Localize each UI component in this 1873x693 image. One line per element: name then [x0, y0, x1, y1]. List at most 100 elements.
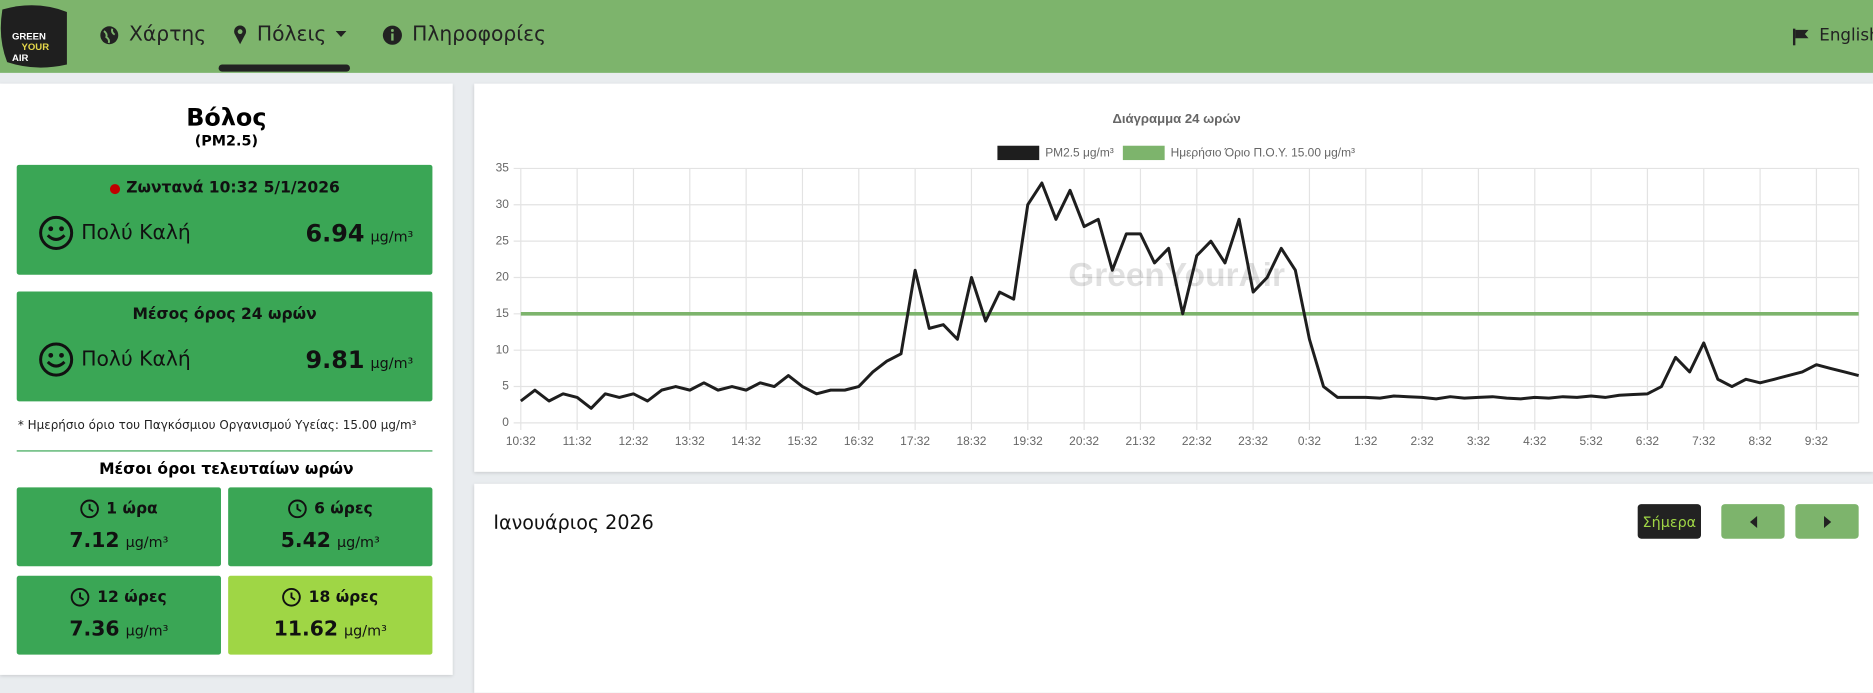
- unit: μg/m³: [125, 533, 169, 551]
- x-tick-label: 22:32: [1182, 434, 1212, 448]
- y-tick-label: 25: [496, 233, 510, 247]
- average-value: 5.42: [280, 529, 331, 554]
- y-tick-label: 10: [496, 342, 510, 356]
- x-tick-label: 19:32: [1013, 434, 1043, 448]
- info-icon: [382, 25, 402, 45]
- pm25-line: [519, 181, 1860, 410]
- average-value-row: 11.62 μg/m³: [228, 618, 432, 642]
- x-tick-label: 2:32: [1410, 434, 1434, 448]
- unit: μg/m³: [370, 228, 414, 245]
- x-tick-label: 12:32: [619, 434, 649, 448]
- average-label-row: 12 ώρες: [17, 587, 221, 607]
- x-tick-label: 16:32: [844, 434, 874, 448]
- chart: Διάγραμμα 24 ωρών PM2.5 μg/m³ Ημερήσιο Όρ…: [496, 111, 1860, 448]
- status: Πολύ Καλή: [81, 220, 191, 245]
- city-name: Βόλος: [186, 102, 267, 132]
- x-tick-label: 5:32: [1579, 434, 1603, 448]
- live-box: ● Ζωντανά 10:32 5/1/2026 Πολύ Καλή 6.94 …: [16, 164, 433, 275]
- average-label-row: 6 ώρες: [228, 499, 432, 519]
- x-tick-label: 0:32: [1298, 434, 1322, 448]
- x-tick-label: 10:32: [506, 434, 536, 448]
- y-tick-label: 5: [502, 379, 509, 393]
- x-tick-label: 4:32: [1523, 434, 1547, 448]
- legend-label: Ημερήσιο Όριο Π.Ο.Υ. 15.00 μg/m³: [1171, 146, 1355, 160]
- x-tick-label: 11:32: [563, 434, 592, 448]
- legend-swatch: [1122, 145, 1165, 161]
- daily-value: 9.81: [305, 345, 365, 374]
- legend-swatch: [997, 145, 1040, 161]
- unit: μg/m³: [337, 533, 380, 551]
- unit: μg/m³: [125, 622, 169, 640]
- prev-arrow: [1749, 515, 1757, 528]
- average-label: 12 ώρες: [97, 588, 167, 607]
- average-value-row: 7.12 μg/m³: [17, 529, 221, 553]
- pollutant: (PM2.5): [194, 132, 258, 150]
- y-tick-label: 35: [496, 161, 510, 175]
- daily-box: Μέσος όρος 24 ωρών Πολύ Καλή 9.81 μg/m³: [16, 291, 433, 402]
- live-dot: ●: [109, 180, 121, 196]
- language-switch[interactable]: English: [1792, 26, 1873, 45]
- average-box: 1 ώρα 7.12 μg/m³: [16, 487, 221, 567]
- value-row: 6.94 μg/m³: [305, 219, 413, 248]
- x-tick-label: 13:32: [675, 434, 705, 448]
- nav-item[interactable]: Πόλεις: [233, 23, 347, 47]
- x-tick-label: 20:32: [1069, 434, 1099, 448]
- average-box: 12 ώρες 7.36 μg/m³: [16, 575, 221, 655]
- clock-icon: [282, 587, 302, 607]
- logo: GREEN YOUR AIR: [0, 5, 67, 68]
- x-tick-label: 9:32: [1805, 434, 1829, 448]
- average-box: 18 ώρες 11.62 μg/m³: [228, 575, 433, 655]
- legend-label: PM2.5 μg/m³: [1045, 146, 1114, 160]
- average-label: 1 ώρα: [106, 499, 158, 518]
- clock-icon: [71, 587, 90, 607]
- today-button[interactable]: Σήμερα: [1637, 504, 1701, 539]
- x-tick-label: 15:32: [788, 434, 818, 448]
- y-tick-label: 30: [496, 197, 510, 211]
- x-tick-label: 6:32: [1636, 434, 1660, 448]
- average-label-row: 1 ώρα: [17, 499, 221, 519]
- x-tick-label: 14:32: [731, 434, 761, 448]
- nav-item[interactable]: Πληροφορίες: [382, 23, 546, 47]
- active-underline: [218, 64, 350, 72]
- chart-title: Διάγραμμα 24 ωρών: [1112, 111, 1240, 126]
- who-note: * Ημερήσιο όριο του Παγκόσμιου Οργανισμο…: [17, 419, 417, 433]
- y-tick-label: 15: [496, 306, 510, 320]
- city-panel: Βόλος (PM2.5) ● Ζωντανά 10:32 5/1/2026 Π…: [0, 83, 453, 675]
- live-label-row: ● Ζωντανά 10:32 5/1/2026: [17, 179, 433, 197]
- nav-label: Πληροφορίες: [412, 22, 547, 47]
- clock-icon: [80, 499, 99, 519]
- flag-icon: [1792, 28, 1809, 45]
- average-value: 7.12: [69, 529, 120, 554]
- value-row: 9.81 μg/m³: [305, 345, 413, 374]
- logo-text: GREEN: [12, 31, 46, 42]
- average-value: 11.62: [273, 617, 338, 642]
- recent-title: Μέσοι όροι τελευταίων ωρών: [99, 461, 354, 480]
- x-tick-label: 8:32: [1748, 434, 1772, 448]
- daily-label: Μέσος όρος 24 ωρών: [132, 305, 317, 324]
- x-tick-label: 17:32: [900, 434, 930, 448]
- navbar: GREEN YOUR AIR Χάρτης Πόλεις Πληροφορίες…: [0, 0, 1873, 73]
- next-button[interactable]: [1795, 504, 1859, 539]
- logo-text: YOUR: [22, 42, 50, 53]
- average-label: 18 ώρες: [308, 588, 379, 607]
- x-tick-label: 1:32: [1354, 434, 1378, 448]
- average-value-row: 7.36 μg/m³: [17, 618, 221, 642]
- average-value: 7.36: [69, 617, 120, 642]
- next-arrow: [1823, 515, 1831, 528]
- unit: μg/m³: [344, 622, 387, 640]
- unit: μg/m³: [370, 354, 414, 372]
- live-value: 6.94: [305, 218, 365, 248]
- x-tick-label: 7:32: [1692, 434, 1716, 448]
- x-tick-label: 23:32: [1238, 434, 1268, 448]
- y-tick-label: 0: [502, 415, 509, 429]
- caret: [335, 31, 347, 38]
- status: Πολύ Καλή: [81, 347, 191, 372]
- pin-icon: [234, 24, 247, 44]
- prev-button[interactable]: [1721, 504, 1785, 539]
- average-label-row: 18 ώρες: [228, 587, 432, 607]
- calendar-month: Ιανουάριος 2026: [493, 511, 654, 534]
- nav-item[interactable]: Χάρτης: [99, 23, 206, 47]
